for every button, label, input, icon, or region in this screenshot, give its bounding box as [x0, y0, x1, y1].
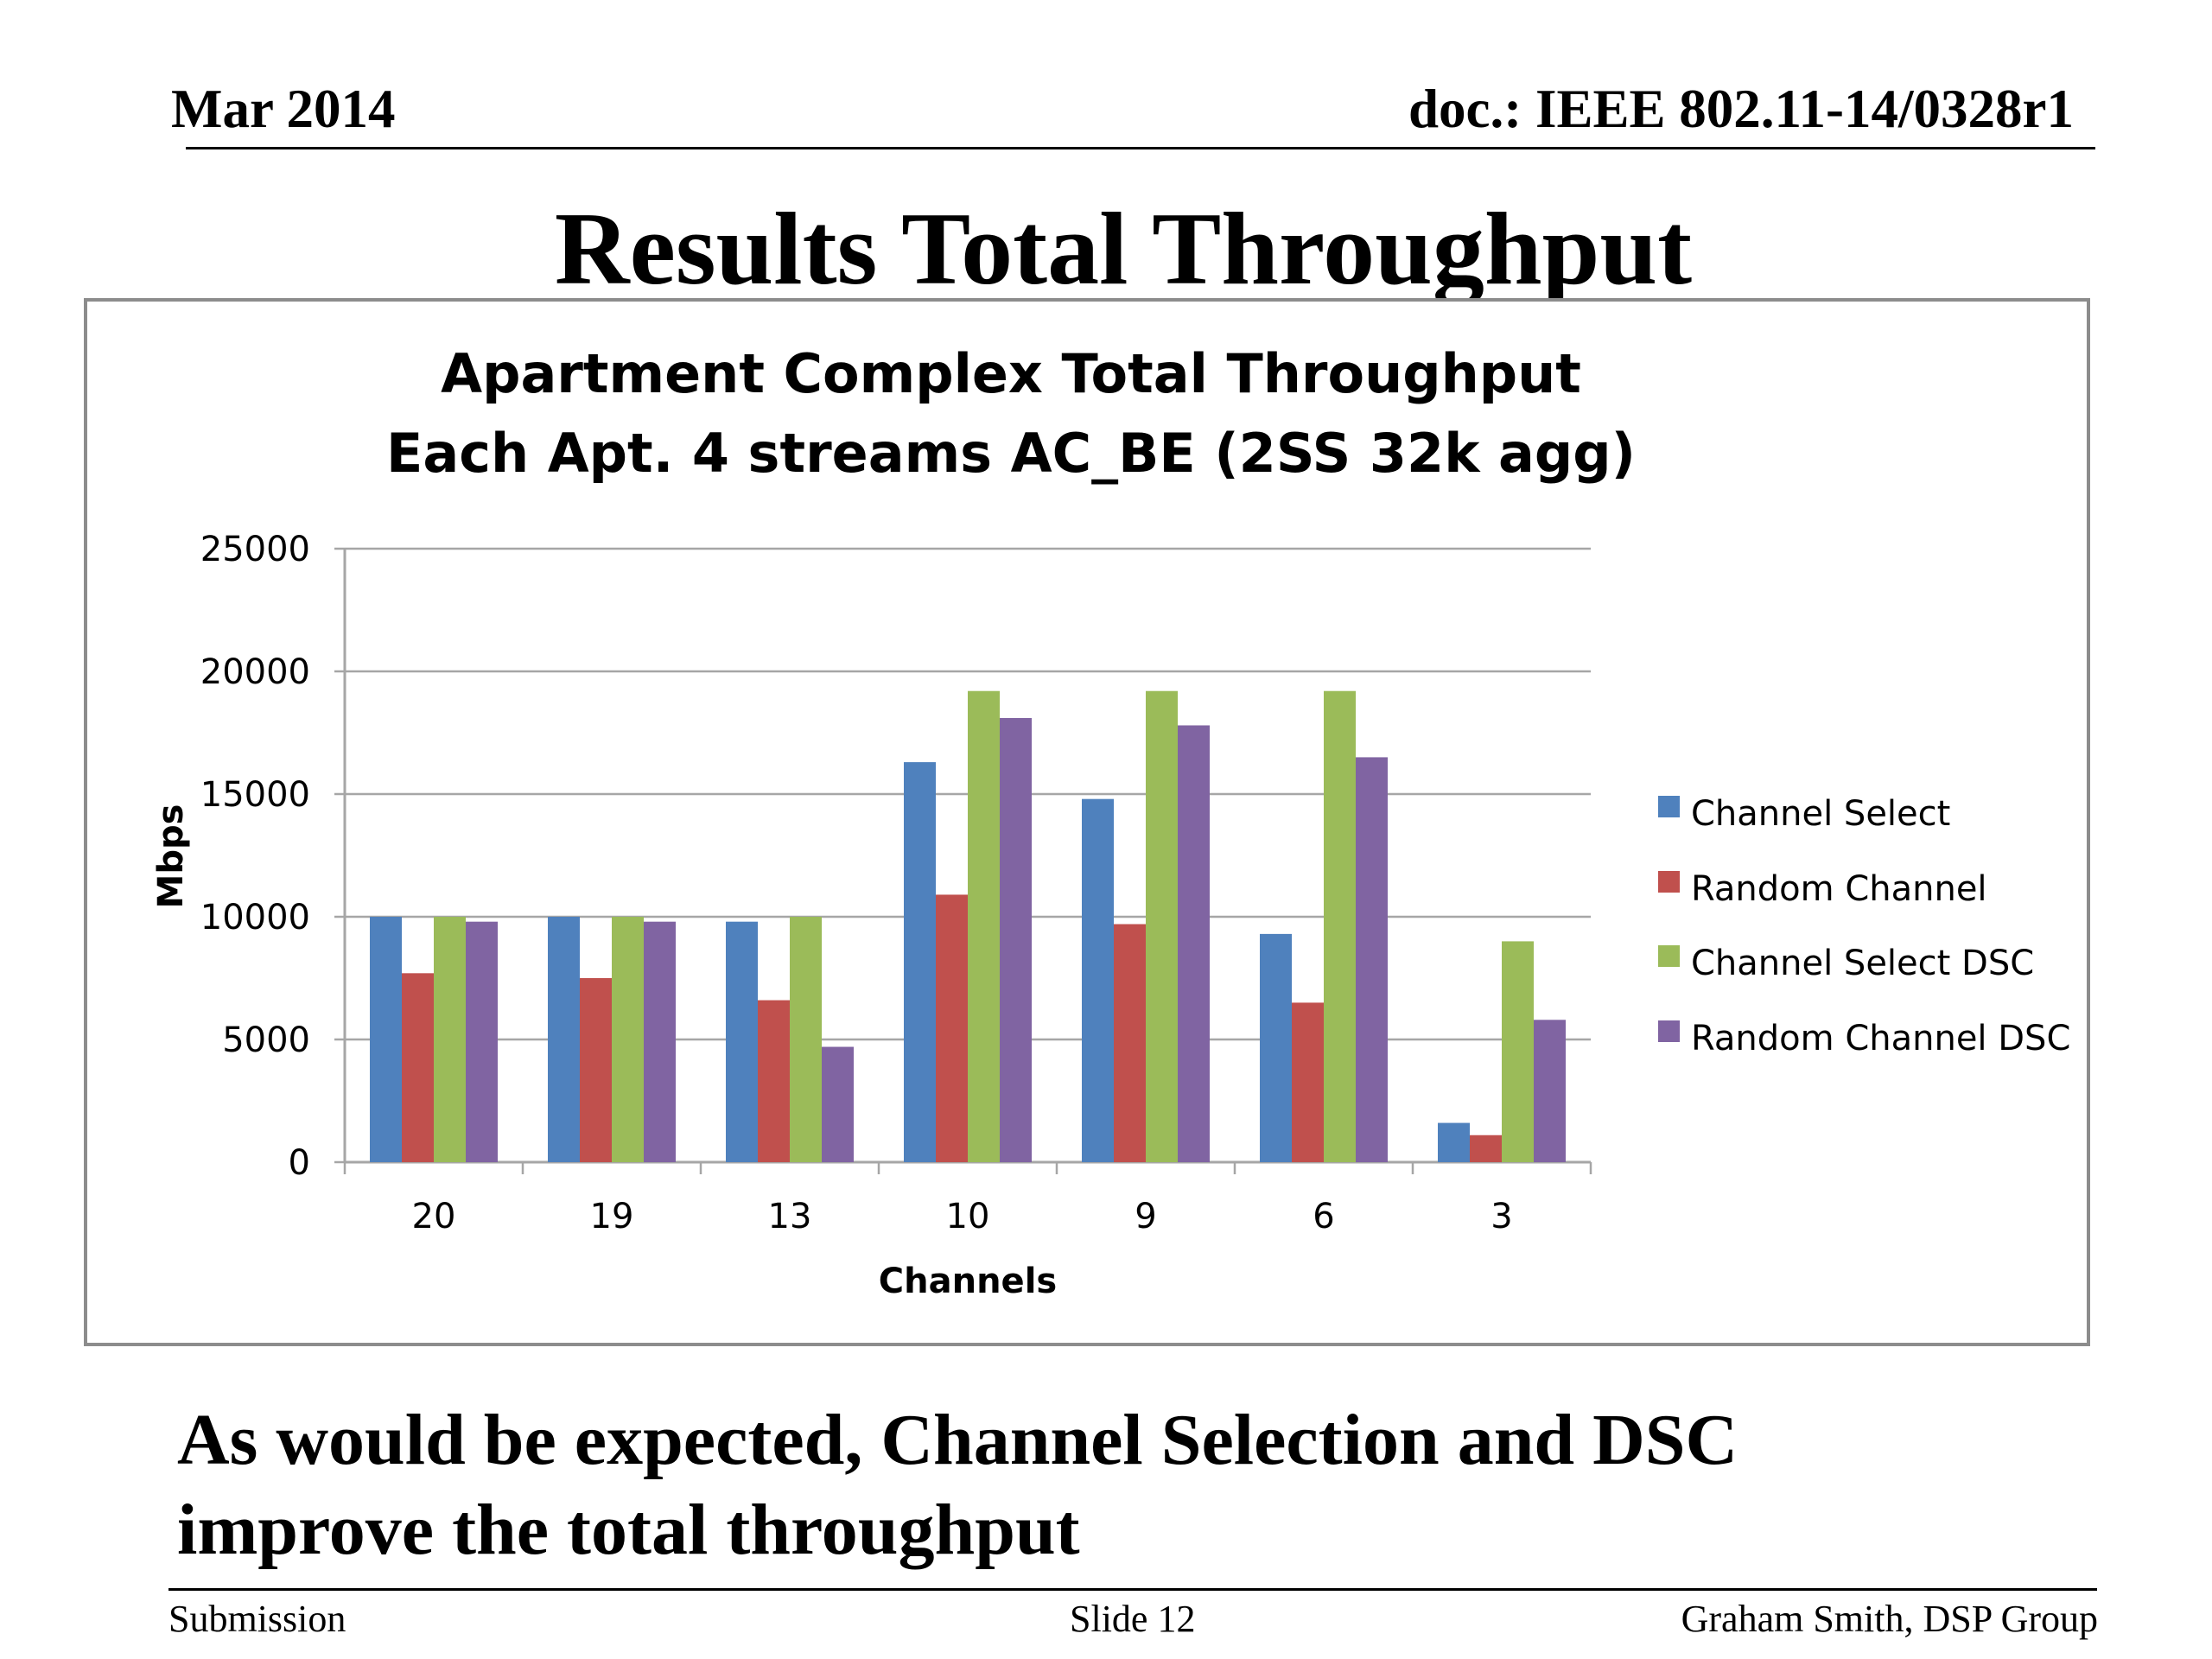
- y-tick-label: 25000: [200, 530, 310, 569]
- bar-random-channel: [936, 894, 968, 1162]
- y-tick-label: 5000: [222, 1020, 310, 1060]
- bar-channel-select-dsc: [968, 690, 1000, 1162]
- body-text-line-1: As would be expected, Channel Selection …: [177, 1400, 1738, 1480]
- y-tick-label: 15000: [200, 775, 310, 815]
- bar-random-channel: [758, 1000, 790, 1162]
- body-text-line-2: improve the total throughput: [177, 1490, 1080, 1570]
- chart-title: Apartment Complex Total Throughput: [441, 342, 1581, 405]
- legend-swatch: [1658, 1020, 1680, 1042]
- bar-random-channel-dsc: [1000, 717, 1032, 1162]
- y-axis-label: Mbps: [151, 804, 191, 909]
- bar-random-channel: [1292, 1002, 1324, 1162]
- x-tick-label: 10: [946, 1197, 990, 1236]
- bar-channel-select: [1260, 933, 1292, 1162]
- x-tick-label: 20: [412, 1197, 456, 1236]
- chart-subtitle: Each Apt. 4 streams AC_BE (2SS 32k agg): [386, 422, 1636, 485]
- legend-swatch: [1658, 871, 1680, 893]
- legend-label: Random Channel: [1691, 869, 1987, 909]
- x-axis-label: Channels: [879, 1262, 1057, 1301]
- footer-slide-number: Slide 12: [1070, 1598, 1196, 1640]
- x-tick-label: 3: [1491, 1197, 1512, 1236]
- x-tick-label: 6: [1313, 1197, 1334, 1236]
- chart-frame: Apartment Complex Total Throughput Each A…: [84, 298, 2090, 1346]
- footer-divider: [168, 1588, 2097, 1591]
- bar-channel-select-dsc: [612, 917, 644, 1162]
- bar-channel-select-dsc: [1146, 690, 1178, 1162]
- footer-author: Graham Smith, DSP Group: [1681, 1598, 2098, 1640]
- bar-channel-select: [726, 921, 758, 1162]
- legend-label: Channel Select: [1691, 794, 1950, 834]
- header-divider: [186, 147, 2095, 149]
- legend-label: Channel Select DSC: [1691, 944, 2034, 983]
- slide-title: Results Total Throughput: [554, 191, 1693, 306]
- bar-random-channel-dsc: [644, 921, 676, 1162]
- y-tick-label: 20000: [200, 652, 310, 692]
- bar-random-channel-dsc: [822, 1046, 854, 1162]
- bar-channel-select: [548, 917, 580, 1162]
- bar-channel-select: [904, 762, 936, 1162]
- bar-chart: Apartment Complex Total Throughput Each A…: [151, 342, 2070, 1301]
- bar-channel-select-dsc: [434, 917, 466, 1162]
- bar-random-channel: [402, 973, 434, 1162]
- x-tick-label: 9: [1135, 1197, 1156, 1236]
- bar-random-channel-dsc: [1178, 725, 1210, 1162]
- bar-random-channel: [580, 978, 612, 1162]
- bar-channel-select-dsc: [1502, 941, 1534, 1162]
- bar-channel-select: [370, 917, 402, 1162]
- bar-random-channel-dsc: [1534, 1020, 1566, 1162]
- bar-random-channel: [1114, 924, 1146, 1162]
- bar-channel-select: [1438, 1122, 1470, 1162]
- bar-channel-select: [1082, 798, 1114, 1162]
- y-tick-label: 10000: [200, 898, 310, 938]
- legend-swatch: [1658, 796, 1680, 817]
- body-text: As would be expected, Channel Selection …: [177, 1395, 2121, 1575]
- bar-random-channel: [1470, 1135, 1502, 1162]
- legend-label: Random Channel DSC: [1691, 1019, 2070, 1058]
- bar-random-channel-dsc: [466, 921, 498, 1162]
- x-tick-label: 13: [768, 1197, 812, 1236]
- bar-channel-select-dsc: [790, 917, 822, 1162]
- y-tick-label: 0: [289, 1143, 310, 1183]
- legend-swatch: [1658, 945, 1680, 967]
- x-tick-label: 19: [590, 1197, 634, 1236]
- header-date: Mar 2014: [171, 79, 396, 139]
- header-doc-id: doc.: IEEE 802.11-14/0328r1: [1408, 79, 2074, 139]
- bar-random-channel-dsc: [1356, 757, 1388, 1162]
- bar-channel-select-dsc: [1324, 690, 1356, 1162]
- footer-left: Submission: [168, 1598, 346, 1640]
